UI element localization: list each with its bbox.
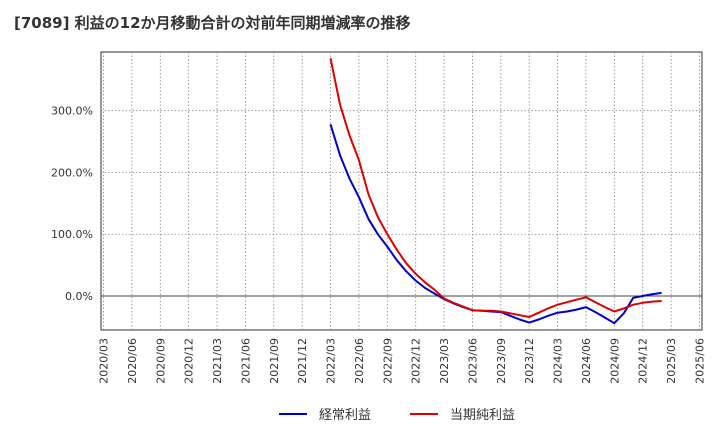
plot-area: [100, 51, 703, 331]
chart-title: [7089] 利益の12か月移動合計の対前年同期増減率の推移: [14, 14, 411, 32]
x-tick-label: 2022/03: [325, 338, 338, 384]
x-tick-label: 2021/09: [268, 338, 281, 384]
x-tick-label: 2024/06: [580, 338, 593, 384]
x-tick-label: 2022/09: [381, 338, 394, 384]
x-tick-label: 2023/03: [438, 338, 451, 384]
legend-swatch-net-profit: [410, 412, 438, 415]
y-tick-label: 0.0%: [65, 290, 93, 303]
x-tick-label: 2022/12: [410, 338, 423, 384]
x-tick-label: 2021/12: [296, 338, 309, 384]
x-tick-label: 2021/03: [211, 338, 224, 384]
legend-item-net-profit: 当期純利益: [410, 404, 515, 423]
x-tick-label: 2020/09: [154, 338, 167, 384]
x-tick-label: 2020/12: [183, 338, 196, 384]
legend-swatch-ordinary-profit: [279, 412, 307, 415]
x-tick-label: 2021/06: [239, 338, 252, 384]
y-tick-label: 200.0%: [51, 166, 93, 179]
legend-label-net-profit: 当期純利益: [450, 408, 516, 423]
x-tick-label: 2020/06: [126, 338, 139, 384]
legend-label-ordinary-profit: 経常利益: [319, 408, 372, 423]
series-lines: [329, 57, 662, 325]
x-tick-label: 2020/03: [98, 338, 111, 384]
legend-item-ordinary-profit: 経常利益: [279, 404, 371, 423]
x-tick-label: 2024/12: [637, 338, 650, 384]
legend: 経常利益 当期純利益: [0, 404, 720, 426]
x-tick-label: 2024/03: [552, 338, 565, 384]
x-tick-label: 2023/06: [466, 338, 479, 384]
series-line-net-profit: [329, 57, 662, 318]
x-tick-label: 2025/06: [694, 338, 707, 384]
x-tick-label: 2025/03: [665, 338, 678, 384]
x-tick-label: 2022/06: [353, 338, 366, 384]
y-tick-label: 100.0%: [51, 228, 93, 241]
x-tick-label: 2023/09: [495, 338, 508, 384]
x-tick-label: 2024/09: [608, 338, 621, 384]
x-axis-ticks: 2020/03 2020/06 2020/09 2020/12 2021/03 2021/…: [98, 338, 707, 384]
x-tick-label: 2023/12: [523, 338, 536, 384]
y-tick-label: 300.0%: [51, 105, 93, 118]
y-axis-ticks: 0.0% 100.0% 200.0% 300.0%: [51, 105, 93, 303]
